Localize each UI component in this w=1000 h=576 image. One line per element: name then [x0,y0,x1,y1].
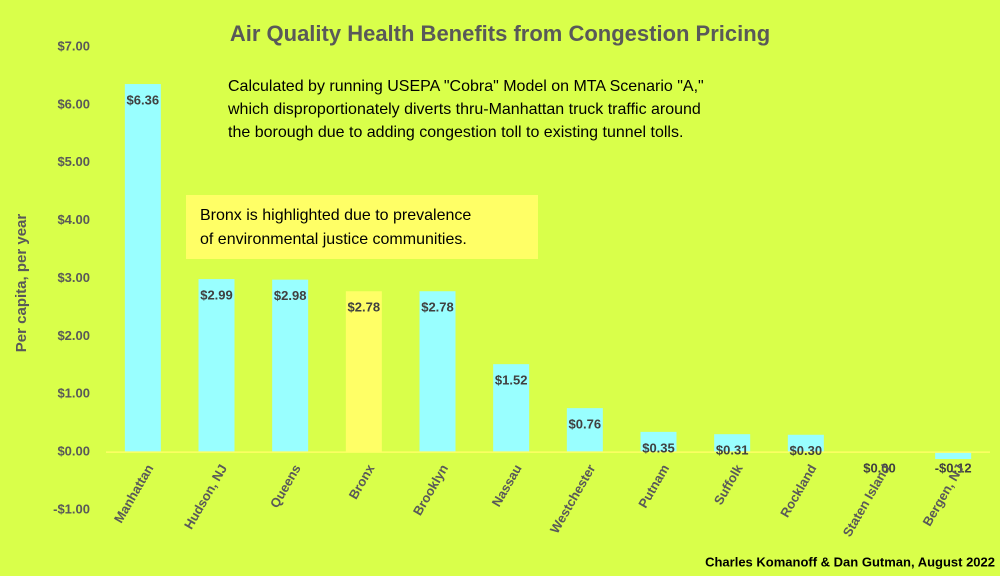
x-tick-label: Brooklyn [410,462,451,518]
value-label: $0.00 [863,461,896,476]
y-tick-label: $5.00 [57,154,90,169]
value-label: -$0.12 [935,461,972,476]
x-tick-label: Queens [267,462,304,511]
x-tick-label: Westchester [547,462,599,536]
y-tick-label: -$1.00 [53,501,90,516]
bar [198,279,235,453]
value-label: $2.99 [200,288,233,303]
subtitle: Calculated by running USEPA "Cobra" Mode… [228,78,704,95]
bar [935,452,972,460]
y-tick-label: $1.00 [57,386,90,401]
value-label: $0.76 [569,417,602,432]
x-tick-label: Suffolk [711,461,746,507]
y-tick-label: $2.00 [57,328,90,343]
y-tick-label: $0.00 [57,444,90,459]
x-tick-label: Rockland [777,462,819,520]
bar [566,408,603,453]
x-tick-label: Putnam [635,462,672,511]
bar [714,434,751,453]
value-label: $2.78 [348,300,381,315]
bar [345,291,382,453]
bar [640,431,677,453]
value-label: $0.31 [716,443,749,458]
bar [787,434,824,453]
x-tick-label: Manhattan [111,462,157,526]
bar [493,364,530,453]
x-tick-label: Nassau [489,462,525,510]
subtitle: which disproportionately diverts thru-Ma… [227,101,701,118]
subtitle: the borough due to adding congestion tol… [228,124,683,141]
value-label: $2.78 [421,300,454,315]
value-label: $2.98 [274,288,307,303]
y-tick-label: $6.00 [57,96,90,111]
y-axis-label: Per capita, per year [13,214,30,353]
value-label: $0.35 [642,440,675,455]
y-tick-label: $4.00 [57,212,90,227]
note: Bronx is highlighted due to prevalence [200,207,471,224]
value-label: $1.52 [495,373,528,388]
value-label: $6.36 [127,92,160,107]
x-tick-label: Hudson, NJ [181,462,230,532]
y-tick-label: $3.00 [57,270,90,285]
credit: Charles Komanoff & Dan Gutman, August 20… [705,554,995,569]
y-tick-label: $7.00 [57,38,90,53]
note: of environmental justice communities. [200,231,467,248]
bar [272,279,309,453]
chart-title: Air Quality Health Benefits from Congest… [230,21,770,46]
value-label: $0.30 [790,443,823,458]
bar [124,84,161,453]
bar [419,291,456,453]
note-box [186,195,538,259]
x-tick-label: Bronx [346,461,378,502]
